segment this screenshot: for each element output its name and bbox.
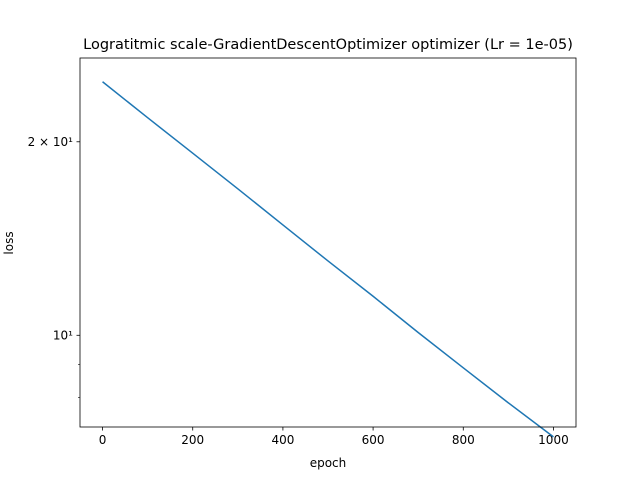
x-tick-label: 600 — [362, 433, 385, 447]
chart-title: Logratitmic scale-GradientDescentOptimiz… — [83, 37, 573, 53]
y-axis-label: loss — [2, 231, 16, 254]
plot-frame — [79, 57, 577, 428]
x-tick-label: 800 — [452, 433, 475, 447]
x-tick-label: 1000 — [538, 433, 569, 447]
y-tick-label: 2 × 10¹ — [28, 135, 74, 149]
x-axis-label: epoch — [310, 456, 347, 470]
x-tick-label: 400 — [271, 433, 294, 447]
x-tick-label: 0 — [99, 433, 107, 447]
loss-series-line — [102, 81, 554, 438]
x-tick-label: 200 — [181, 433, 204, 447]
y-tick-label: 10¹ — [53, 328, 73, 342]
